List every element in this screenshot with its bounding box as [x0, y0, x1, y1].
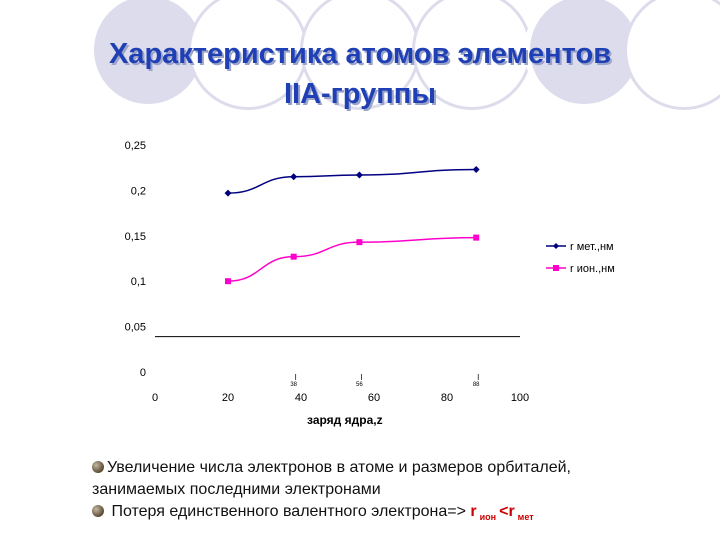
minor-label: 88 [473, 382, 480, 388]
decor-ring-2 [188, 0, 308, 110]
decor-ring-4 [412, 0, 532, 110]
decor-ring-6 [624, 0, 720, 110]
bullet-text-1-cont: занимаемых последними электронами [92, 481, 381, 499]
y-tick-label: 0,2 [131, 185, 146, 197]
title-line-1: Характеристика атомов элементов [108, 38, 612, 70]
x-tick-label: 0 [152, 392, 158, 404]
data-point [225, 278, 231, 285]
bullet-icon-2 [92, 505, 104, 517]
bullet-text-1: Увеличение числа электронов в атоме и ра… [92, 459, 571, 477]
data-point [224, 189, 232, 197]
x-tick-label: 60 [368, 392, 380, 404]
bullet-1-line-1: Увеличение числа электронов в атоме и ра… [107, 459, 571, 476]
bullet-2-main: Потеря единственного валентного электрон… [111, 503, 466, 520]
minor-label: 38 [290, 382, 297, 388]
bullet-icon-1 [92, 461, 104, 473]
x-tick-label: 100 [511, 392, 529, 404]
x-tick-label: 40 [295, 392, 307, 404]
formula-r1: r [470, 503, 477, 520]
x-tick-label: 80 [441, 392, 453, 404]
data-point [473, 234, 480, 241]
title-line-2: IIA-группы [283, 78, 437, 110]
y-tick-label: 0,15 [125, 231, 146, 243]
legend-marker [553, 265, 559, 271]
formula-lt-r: <r [499, 503, 515, 520]
bullet-1-line-2: занимаемых последними электронами [92, 481, 381, 498]
legend-marker [553, 243, 559, 249]
y-tick-label: 0,05 [125, 322, 146, 334]
data-point [290, 173, 298, 181]
formula-r-ion: r ион <r мет [470, 503, 536, 522]
y-tick-label: 0,1 [131, 276, 146, 288]
legend-label: r мет.,нм [570, 241, 614, 253]
x-axis-title: заряд ядра,z [307, 413, 383, 427]
y-tick-label: 0,25 [125, 140, 146, 152]
formula-sub-ion: ион [479, 512, 497, 522]
y-tick-label: 0 [140, 367, 146, 379]
data-point [355, 171, 363, 179]
data-point [472, 166, 480, 174]
series-line [227, 236, 477, 282]
minor-label: 56 [356, 382, 363, 388]
bullet-text-2: Потеря единственного валентного электрон… [92, 503, 537, 522]
formula-sub-met: мет [517, 512, 534, 522]
data-point [356, 239, 363, 246]
legend-label: r ион.,нм [570, 263, 615, 275]
data-point [290, 253, 297, 260]
slide-title: Характеристика атомов элементов IIA-груп… [0, 34, 720, 114]
series-line [227, 168, 477, 194]
x-tick-label: 20 [222, 392, 234, 404]
